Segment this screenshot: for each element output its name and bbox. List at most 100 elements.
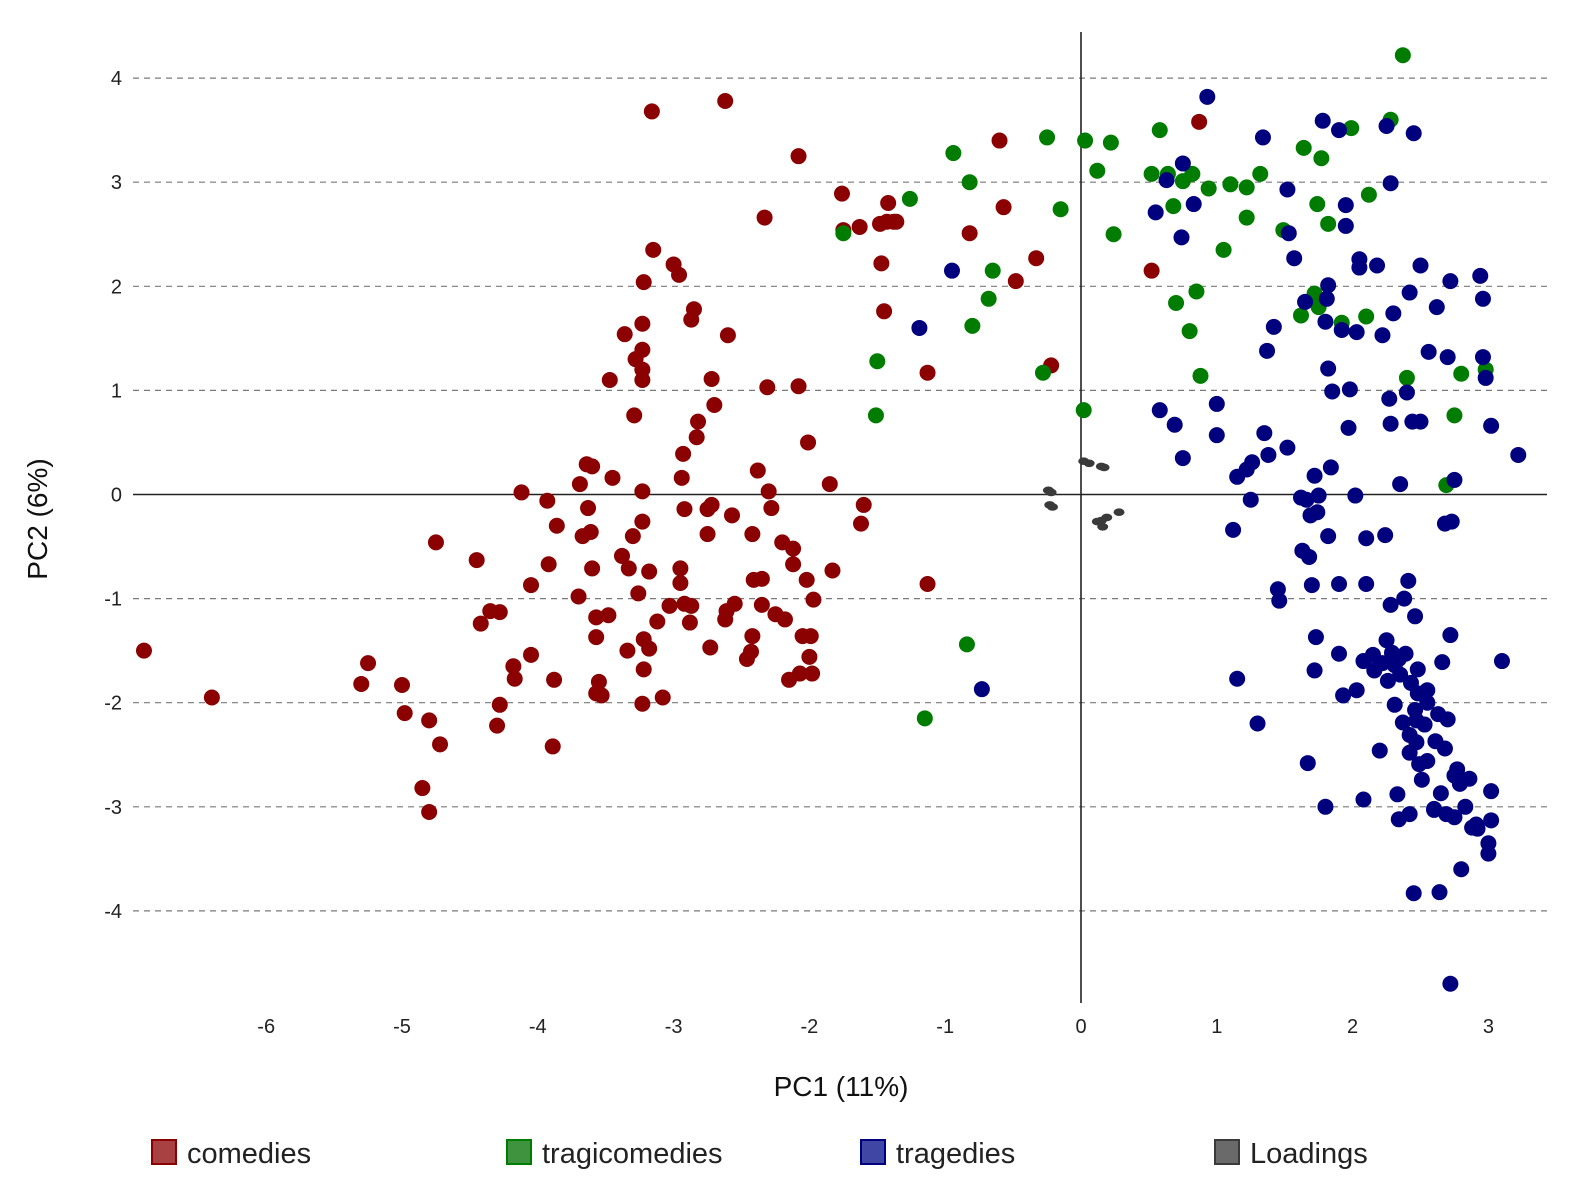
data-point (584, 560, 601, 577)
data-point (1457, 798, 1474, 815)
data-point (1378, 117, 1395, 134)
data-point (1474, 290, 1491, 307)
data-point (1158, 172, 1175, 189)
data-point (1382, 596, 1399, 613)
data-point (1089, 162, 1106, 179)
data-point (911, 319, 928, 336)
data-point (1446, 407, 1463, 424)
data-point (1343, 120, 1360, 137)
data-point (869, 353, 886, 370)
data-point (580, 500, 597, 517)
data-point (620, 560, 637, 577)
data-point (1298, 491, 1315, 508)
legend-item-loadings: Loadings (1214, 1138, 1368, 1170)
y-tick-labels: 4 3 2 1 0 -1 -2 -3 -4 (104, 68, 122, 923)
data-point (1318, 290, 1335, 307)
data-point (805, 591, 822, 608)
data-point (1222, 176, 1239, 193)
data-point (1392, 476, 1409, 493)
series-tragicomedies (835, 47, 1494, 727)
data-point (626, 407, 643, 424)
data-point (1320, 528, 1337, 545)
data-point (582, 523, 599, 540)
data-point (1378, 632, 1395, 649)
data-point (699, 526, 716, 543)
data-point (593, 687, 610, 704)
x-tick-label: 2 (1347, 1016, 1358, 1038)
data-point (991, 132, 1008, 149)
data-point (1265, 318, 1282, 335)
data-point (634, 513, 651, 530)
data-point (759, 379, 776, 396)
x-tick-label: -6 (257, 1016, 275, 1038)
data-point (421, 712, 438, 729)
data-point (1405, 885, 1422, 902)
data-point (1238, 179, 1255, 196)
data-point (489, 717, 506, 734)
data-point (706, 396, 723, 413)
data-point (1371, 742, 1388, 759)
data-point (1322, 459, 1339, 476)
data-point (1442, 975, 1459, 992)
data-point (1392, 666, 1409, 683)
data-point (1306, 662, 1323, 679)
data-point (1034, 364, 1051, 381)
data-point (1191, 113, 1208, 130)
loading-point (1098, 463, 1110, 472)
data-point (1337, 197, 1354, 214)
y-axis-title: PC2 (6%) (22, 458, 53, 579)
data-point (873, 255, 890, 272)
data-point (1416, 716, 1433, 733)
data-point (776, 611, 793, 628)
data-point (1397, 645, 1414, 662)
data-point (790, 148, 807, 165)
data-point (756, 209, 773, 226)
data-point (634, 341, 651, 358)
data-point (1286, 250, 1303, 267)
data-point (1369, 257, 1386, 274)
data-point (604, 469, 621, 486)
loading-point (1101, 513, 1113, 522)
data-point (1394, 714, 1411, 731)
y-tick-label: -4 (104, 901, 122, 923)
data-point (645, 241, 662, 258)
data-point (1292, 307, 1309, 324)
data-point (1398, 369, 1415, 386)
data-point (1483, 812, 1500, 829)
data-point (616, 326, 633, 343)
data-point (1151, 122, 1168, 139)
legend-item-comedies: comedies (151, 1138, 311, 1170)
x-tick-label: -5 (393, 1016, 411, 1038)
data-point (523, 646, 540, 663)
x-tick-label: 3 (1483, 1016, 1494, 1038)
data-point (1382, 175, 1399, 192)
data-point (641, 563, 658, 580)
data-point (1320, 215, 1337, 232)
series-loadings (1042, 457, 1125, 531)
data-point (1446, 809, 1463, 826)
legend-label: tragedies (896, 1138, 1015, 1170)
data-point (802, 628, 819, 645)
data-point (1151, 402, 1168, 419)
data-point (1317, 798, 1334, 815)
data-point (1200, 180, 1217, 197)
data-point (835, 225, 852, 242)
data-point (1249, 715, 1266, 732)
y-tick-label: -3 (104, 797, 122, 819)
data-point (1337, 217, 1354, 234)
data-point (798, 571, 815, 588)
data-point (427, 534, 444, 551)
data-point (880, 195, 897, 212)
data-point (821, 476, 838, 493)
data-point (1102, 134, 1119, 151)
data-point (1314, 112, 1331, 129)
data-point (1165, 198, 1182, 215)
data-point (1143, 165, 1160, 182)
data-point (753, 596, 770, 613)
data-point (1215, 241, 1232, 258)
x-axis-title: PC1 (11%) (774, 1071, 909, 1102)
data-point (1313, 150, 1330, 167)
legend-swatch (506, 1139, 532, 1165)
data-point (673, 469, 690, 486)
loading-point (1045, 488, 1057, 497)
